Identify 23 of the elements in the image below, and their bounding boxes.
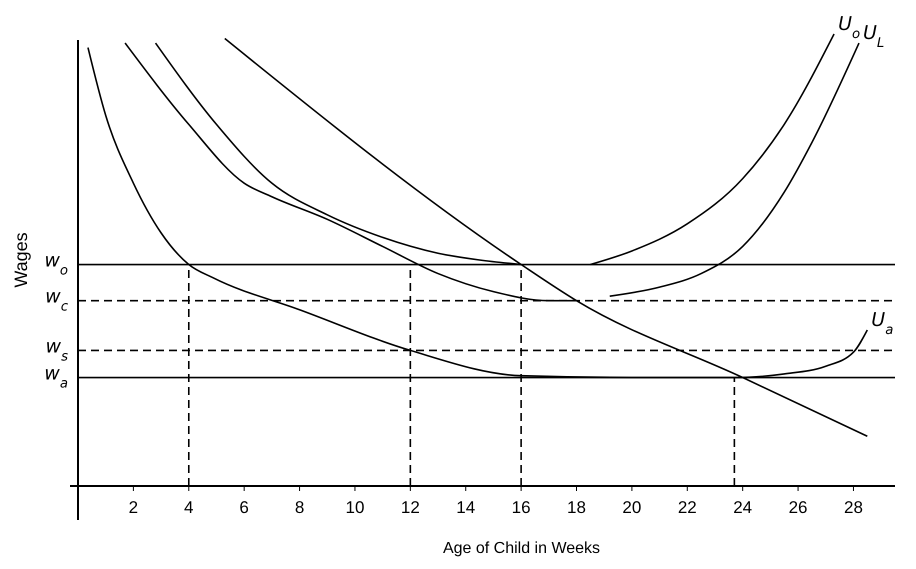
x-tick-label: 28 (844, 498, 863, 517)
x-tick-label: 10 (345, 498, 364, 517)
x-tick-label: 12 (400, 498, 420, 517)
x-tick-label: 20 (622, 498, 642, 517)
ref-line-label: w$_{c}$ (45, 286, 69, 314)
ref-line-label: w$_{o}$ (44, 250, 68, 278)
x-tick-label: 8 (294, 498, 304, 517)
x-tick-label: 6 (239, 498, 249, 517)
x-tick-label: 2 (128, 498, 138, 517)
x-tick-label: 24 (733, 498, 752, 517)
ref-line-label: w$_{s}$ (46, 335, 68, 364)
series-label: U$_{L}$ (862, 22, 884, 51)
x-axis-title: Age of Child in Weeks (442, 540, 600, 557)
ref-line-label: w$_{a}$ (44, 362, 68, 392)
x-tick-label: 14 (456, 498, 476, 517)
x-tick-label: 16 (512, 498, 531, 517)
x-tick-label: 22 (678, 498, 697, 517)
series-label: U$_{a}$ (871, 309, 894, 338)
x-tick-label: 4 (184, 498, 194, 517)
x-tick-label: 18 (567, 498, 586, 517)
x-tick-label: 26 (788, 498, 808, 517)
y-axis-title: Wages (11, 232, 31, 288)
series-label: U$_{o}$ (838, 13, 860, 42)
